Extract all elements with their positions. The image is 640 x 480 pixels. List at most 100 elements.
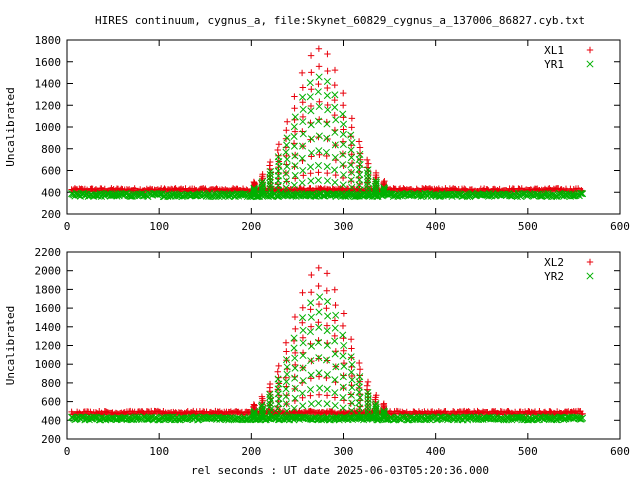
data-point [259,171,266,178]
data-point [347,131,355,139]
data-point [371,401,380,410]
data-point [446,413,454,421]
data-point [257,403,266,411]
data-point [331,324,339,332]
x-axis-label: rel seconds : UT date 2025-06-03T05:20:3… [191,464,489,477]
data-point [307,342,316,350]
data-point [314,117,323,125]
data-point [348,345,355,352]
data-point [520,190,528,198]
data-point [347,414,355,422]
data-point [134,413,142,421]
data-point [565,414,573,422]
data-point [258,401,266,409]
data-point [332,363,340,371]
data-point [299,351,307,360]
data-point [357,156,364,163]
data-point [291,361,299,369]
data-point [291,128,299,135]
data-point [348,376,356,384]
y-tick-label: 600 [41,396,61,409]
y-tick-label: 2200 [35,246,62,259]
data-point [331,389,339,397]
data-point [380,407,388,415]
x-tick-label: 300 [334,445,354,458]
data-point [347,133,355,140]
data-point [298,409,306,417]
data-point [266,179,274,187]
data-point [380,183,388,192]
data-point [307,102,315,110]
data-point [315,308,323,316]
data-point [347,353,355,361]
data-point [315,63,323,70]
data-point [322,148,330,156]
data-point [324,50,331,58]
y-tick-label: 1600 [35,56,62,69]
data-point [298,154,306,162]
data-point [356,373,364,381]
data-point [283,127,290,134]
data-point [306,163,315,171]
data-point [364,405,372,413]
data-point [315,80,322,88]
y-tick-label: 1400 [35,321,62,334]
data-point [282,356,291,364]
data-point [331,96,338,104]
data-point [332,116,340,124]
data-point [348,360,356,369]
data-point [331,394,339,401]
legend-marker [586,46,594,54]
data-point [323,409,330,417]
data-point [339,373,347,381]
data-point [291,93,298,100]
data-point [347,146,355,154]
data-point [339,150,347,159]
data-point [132,413,140,421]
data-point [331,103,339,111]
data-point [298,379,306,386]
data-point [355,384,363,392]
data-point [348,124,355,131]
data-point [307,135,316,143]
x-tick-label: 600 [610,220,630,233]
data-point [307,323,315,330]
data-point [251,179,258,187]
data-point [323,152,330,160]
y-tick-label: 200 [41,208,61,221]
data-point [340,186,348,194]
data-point [299,84,307,91]
data-point [339,404,347,412]
data-point [324,106,332,114]
data-point [331,128,339,136]
data-point [275,141,283,148]
y-tick-label: 1000 [35,358,62,371]
data-point [307,149,316,157]
data-point [340,414,348,422]
data-point [291,364,299,372]
data-point [291,384,299,392]
legend-marker [586,258,594,266]
data-point [364,175,372,183]
data-point [314,88,322,96]
data-point [347,161,355,169]
legend-label: YR2 [544,270,564,283]
data-point [315,45,323,52]
data-point [298,179,306,187]
data-point [363,382,371,389]
data-point [348,168,356,177]
data-point [266,402,274,410]
x-tick-label: 600 [610,445,630,458]
data-point [347,176,355,184]
data-point [308,86,315,93]
chart-title: HIRES continuum, cygnus_a, file:Skynet_6… [95,14,585,27]
data-point [315,373,323,380]
data-point [308,69,315,76]
data-point [282,400,290,408]
data-point [356,372,363,379]
data-point [283,370,291,378]
data-point [266,158,274,166]
data-point [331,178,339,187]
data-point [348,384,356,392]
